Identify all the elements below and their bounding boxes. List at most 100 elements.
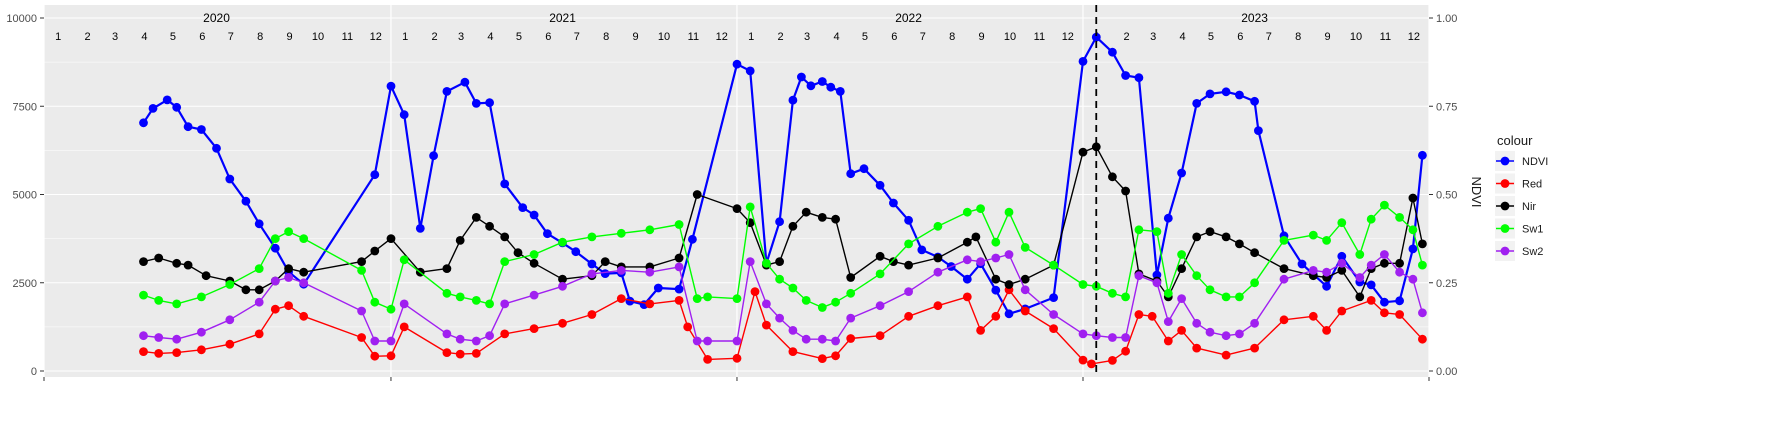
data-point <box>801 296 811 305</box>
data-point <box>976 326 985 335</box>
data-point <box>674 284 684 294</box>
data-point <box>183 122 193 132</box>
data-point <box>399 110 409 120</box>
data-point <box>399 322 409 332</box>
data-point <box>991 237 1001 247</box>
data-point <box>139 331 148 341</box>
data-point <box>529 250 539 259</box>
data-point <box>1322 281 1331 291</box>
month-label: 6 <box>545 31 551 43</box>
data-point <box>1121 292 1130 302</box>
legend-key-point <box>1500 179 1510 188</box>
data-point <box>616 266 626 275</box>
data-point <box>1250 343 1259 353</box>
data-point <box>1020 274 1030 284</box>
data-point <box>933 267 943 277</box>
data-point <box>1408 244 1418 254</box>
data-point <box>197 125 206 134</box>
month-label: 9 <box>286 31 292 43</box>
data-point <box>817 77 827 86</box>
data-point <box>846 273 856 282</box>
data-point <box>386 351 396 361</box>
y-tick-label: 0 <box>31 366 37 378</box>
data-point <box>1395 213 1404 222</box>
data-point <box>692 294 702 303</box>
data-point <box>1297 259 1307 269</box>
legend-item-sw2: Sw2 <box>1495 241 1543 261</box>
data-point <box>1192 318 1202 328</box>
data-point <box>241 285 251 295</box>
data-point <box>904 287 913 296</box>
month-label: 12 <box>716 31 728 43</box>
data-point <box>529 258 539 268</box>
data-point <box>762 258 771 268</box>
data-point <box>1192 232 1202 242</box>
data-point <box>788 326 798 335</box>
data-point <box>284 227 293 237</box>
y2-tick-label: 1.00 <box>1436 13 1457 25</box>
data-point <box>471 336 481 346</box>
data-point <box>299 234 309 244</box>
data-point <box>1049 293 1058 302</box>
data-point <box>600 269 610 278</box>
data-point <box>1121 346 1130 356</box>
data-point <box>775 257 784 266</box>
data-point <box>1163 288 1173 298</box>
data-point <box>172 102 182 112</box>
data-point <box>1380 308 1389 318</box>
data-point <box>1337 218 1347 228</box>
data-point <box>788 283 798 293</box>
data-point <box>254 264 264 273</box>
data-point <box>1192 343 1202 353</box>
data-point <box>846 288 856 298</box>
data-point <box>788 347 798 356</box>
data-point <box>788 95 798 105</box>
data-point <box>139 347 148 356</box>
data-point <box>904 311 913 321</box>
data-point <box>775 313 784 323</box>
data-point <box>745 202 755 212</box>
data-point <box>1250 318 1259 328</box>
data-point <box>688 234 697 244</box>
data-point <box>1355 292 1365 302</box>
data-point <box>732 294 742 303</box>
data-point <box>139 118 148 128</box>
data-point <box>1418 150 1427 160</box>
data-point <box>1108 288 1117 298</box>
data-point <box>357 306 366 316</box>
month-label: 2 <box>432 31 438 43</box>
data-point <box>442 329 452 339</box>
data-point <box>1380 250 1389 259</box>
month-label: 6 <box>891 31 897 43</box>
data-point <box>835 87 845 96</box>
data-point <box>284 273 293 282</box>
data-point <box>485 331 494 341</box>
month-label: 7 <box>1266 31 1272 43</box>
legend-label: Sw2 <box>1522 246 1543 258</box>
data-point <box>139 257 148 266</box>
year-label: 2020 <box>203 11 230 25</box>
data-point <box>625 296 635 306</box>
data-point <box>162 95 172 105</box>
data-point <box>212 143 221 153</box>
data-point <box>1366 260 1376 270</box>
data-point <box>1108 47 1117 57</box>
data-point <box>197 345 206 355</box>
data-point <box>1004 207 1014 217</box>
data-point <box>370 246 380 256</box>
data-point <box>357 266 366 275</box>
data-point <box>485 221 494 231</box>
data-point <box>600 257 610 266</box>
data-point <box>1163 213 1173 223</box>
month-label: 10 <box>658 31 670 43</box>
data-point <box>962 255 972 265</box>
legend: colour NDVI Red Nir Sw1 Sw2 <box>1495 133 1548 261</box>
data-point <box>455 292 465 302</box>
month-label: 4 <box>1179 31 1185 43</box>
data-point <box>859 164 869 174</box>
data-point <box>1205 327 1215 337</box>
data-point <box>976 257 985 266</box>
data-point <box>1322 236 1331 245</box>
data-point <box>500 179 510 189</box>
